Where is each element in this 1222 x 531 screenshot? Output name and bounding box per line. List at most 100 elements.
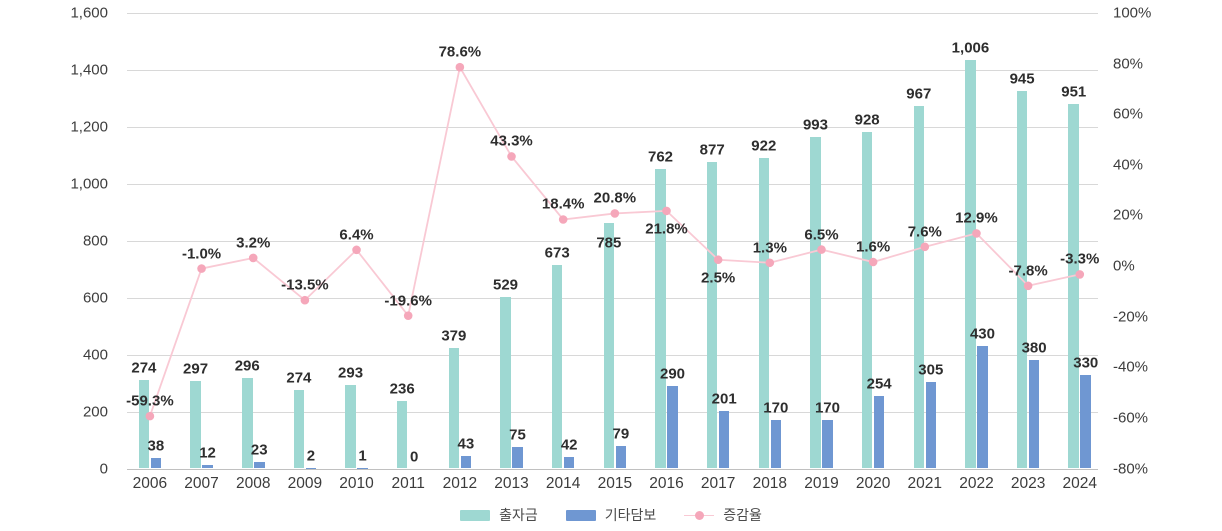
teal-bar-value-label: 785	[596, 234, 622, 252]
x-axis-year-label: 2011	[391, 475, 425, 492]
rate-line-value-label: -3.3%	[1060, 250, 1100, 268]
right-axis-tick: 20%	[1113, 206, 1144, 224]
line-point-marker	[1023, 281, 1033, 291]
rate-line-value-label: 1.3%	[752, 239, 787, 257]
rate-line-value-label: 78.6%	[438, 43, 482, 61]
x-axis-year-label: 2021	[907, 475, 943, 492]
rate-line-value-label: 7.6%	[907, 223, 942, 241]
teal-bar-swatch-icon	[460, 509, 491, 521]
blue-bar-value-label: 290	[659, 365, 686, 383]
blue-bar-value-label: 430	[969, 325, 995, 343]
blue-bar	[770, 420, 782, 469]
blue-bar	[563, 456, 575, 469]
blue-bar	[822, 420, 833, 469]
left-axis-tick: 200	[82, 403, 108, 421]
blue-bar-value-label: 305	[918, 361, 944, 379]
blue-bar-value-label: 170	[763, 399, 789, 417]
teal-bar	[345, 384, 356, 469]
blue-bar	[873, 396, 885, 469]
line-point-marker	[558, 215, 568, 224]
blue-bar	[977, 346, 988, 469]
blue-bar	[925, 381, 937, 469]
teal-bar-value-label: 928	[854, 111, 880, 129]
rate-line-value-label: 21.8%	[645, 220, 688, 238]
blue-bar-value-label: 42	[560, 436, 578, 454]
rate-line-value-label: 20.8%	[593, 189, 637, 207]
rate-line-value-label: -13.5%	[281, 276, 329, 294]
legend-label: 기타담보	[604, 507, 657, 523]
blue-bar-value-label: 0	[410, 448, 419, 465]
blue-bar	[512, 447, 523, 469]
legend-label: 출자금	[499, 507, 538, 523]
rate-line-value-label: 6.5%	[804, 226, 839, 244]
rate-line-value-label: 1.6%	[856, 238, 891, 256]
x-axis-year-label: 2019	[804, 475, 839, 492]
rate-line-value-label: 43.3%	[490, 132, 533, 150]
blue-bar-value-label: 380	[1021, 339, 1047, 357]
x-axis-year-label: 2015	[597, 475, 633, 492]
blue-bar-value-label: 201	[711, 390, 737, 408]
rate-line-value-label: -19.6%	[384, 292, 432, 310]
x-axis-year-label: 2017	[700, 475, 736, 492]
teal-bar-value-label: 379	[441, 327, 467, 345]
blue-bar-swatch-icon	[565, 509, 596, 521]
teal-bar-value-label: 1,006	[951, 39, 990, 57]
blue-bar-value-label: 12	[199, 444, 216, 462]
teal-bar-value-label: 236	[389, 380, 415, 398]
x-axis-year-label: 2013	[494, 475, 529, 492]
line-point-marker	[713, 255, 723, 265]
right-axis-tick: 80%	[1113, 55, 1144, 73]
gridline	[127, 69, 1098, 71]
rate-line-value-label: -59.3%	[126, 392, 174, 410]
teal-bar	[965, 59, 976, 469]
right-axis-tick: -20%	[1113, 308, 1149, 326]
blue-bar-value-label: 170	[814, 399, 840, 417]
teal-bar	[241, 377, 253, 469]
blue-bar	[718, 411, 730, 469]
line-point-marker	[972, 229, 981, 238]
line-point-marker	[197, 264, 206, 273]
teal-bar	[810, 137, 821, 469]
blue-bar-value-label: 79	[612, 425, 630, 443]
gridline	[127, 126, 1098, 128]
blue-bar	[150, 457, 162, 469]
x-axis-year-label: 2014	[545, 475, 581, 492]
teal-bar-value-label: 274	[286, 369, 312, 387]
blue-bar-value-label: 23	[250, 441, 268, 459]
blue-bar-value-label: 330	[1073, 354, 1099, 372]
line-point-marker	[610, 209, 620, 218]
chart-legend: 출자금 기타담보 증감율	[0, 505, 1222, 525]
teal-bar-value-label: 293	[338, 364, 364, 382]
x-axis-year-label: 2020	[855, 475, 891, 492]
right-axis-tick: -80%	[1113, 460, 1149, 477]
rate-line-value-label: 6.4%	[339, 226, 374, 244]
left-axis-tick: 1,400	[70, 61, 108, 79]
x-axis-year-label: 2018	[752, 475, 788, 492]
teal-bar-value-label: 297	[183, 360, 209, 378]
legend-item-jeunggamyul: 증감율	[684, 505, 762, 525]
line-point-marker	[1075, 270, 1085, 279]
teal-bar	[758, 157, 770, 469]
x-axis-year-label: 2008	[235, 475, 271, 492]
line-point-marker	[817, 245, 826, 254]
teal-bar-value-label: 951	[1061, 83, 1087, 101]
line-point-marker	[662, 206, 671, 216]
left-axis-tick: 1,200	[70, 118, 108, 136]
left-axis-tick: 1,600	[70, 4, 108, 22]
line-point-marker	[765, 258, 775, 268]
x-axis-year-label: 2022	[959, 475, 994, 492]
blue-bar-value-label: 254	[866, 375, 892, 393]
teal-bar-value-label: 877	[699, 141, 725, 159]
left-axis-tick: 0	[99, 460, 108, 477]
right-axis-tick: 0%	[1113, 257, 1135, 275]
blue-bar-value-label: 43	[457, 435, 475, 453]
blue-bar	[667, 385, 678, 469]
teal-bar-value-label: 945	[1009, 70, 1035, 88]
line-point-marker	[455, 62, 465, 72]
blue-bar-value-label: 38	[147, 437, 165, 455]
x-axis-year-label: 2007	[184, 475, 219, 492]
blue-bar-value-label: 75	[509, 426, 526, 444]
teal-bar	[551, 264, 563, 469]
left-axis-tick: 600	[82, 289, 108, 307]
